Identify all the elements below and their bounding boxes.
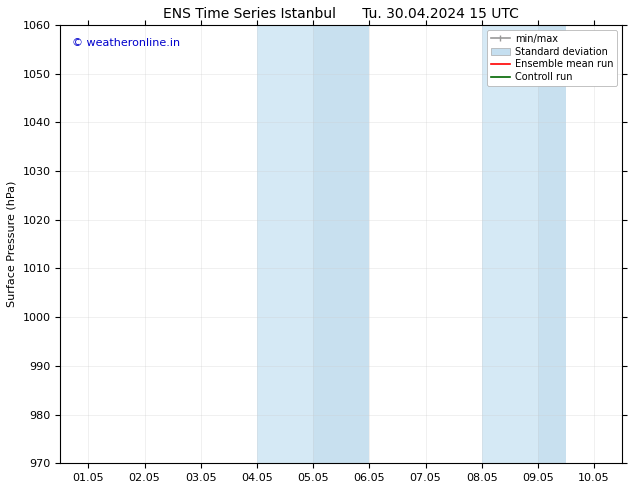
Bar xyxy=(482,25,538,464)
Y-axis label: Surface Pressure (hPa): Surface Pressure (hPa) xyxy=(7,181,17,307)
Bar xyxy=(538,25,566,464)
Text: © weatheronline.in: © weatheronline.in xyxy=(72,38,179,48)
Legend: min/max, Standard deviation, Ensemble mean run, Controll run: min/max, Standard deviation, Ensemble me… xyxy=(487,30,618,86)
Bar xyxy=(313,25,370,464)
Title: ENS Time Series Istanbul      Tu. 30.04.2024 15 UTC: ENS Time Series Istanbul Tu. 30.04.2024 … xyxy=(164,7,519,21)
Bar xyxy=(257,25,313,464)
